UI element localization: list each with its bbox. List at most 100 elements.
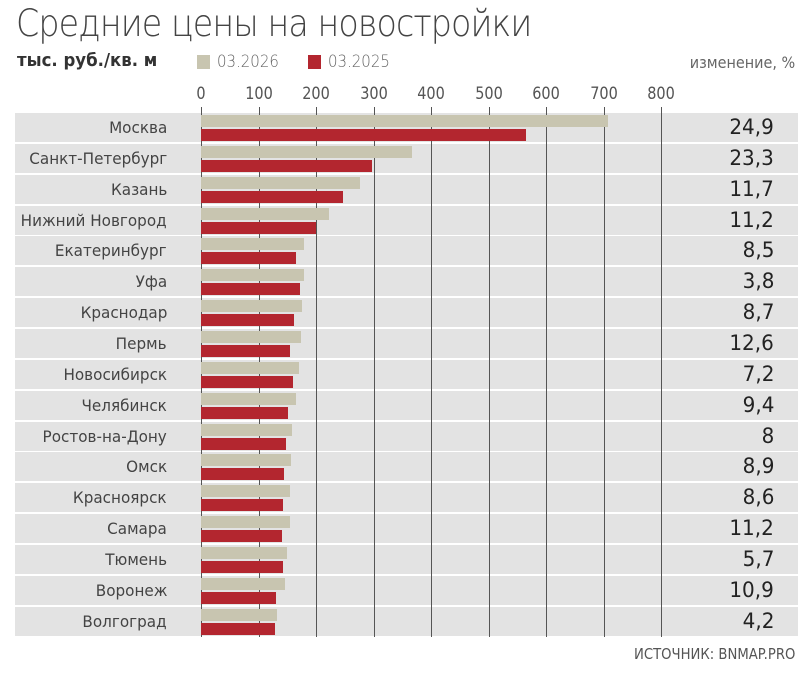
bar-2025 xyxy=(201,622,275,635)
change-value: 11,2 xyxy=(729,516,774,541)
gridline xyxy=(488,107,490,637)
bar-2026 xyxy=(201,454,292,467)
category-label: Уфа xyxy=(135,272,167,292)
bar-2026 xyxy=(201,115,608,127)
change-value: 8,5 xyxy=(742,238,774,263)
category-label: Челябинск xyxy=(81,395,167,415)
bar-2025 xyxy=(201,252,296,265)
change-value: 3,8 xyxy=(742,269,774,294)
category-label: Пермь xyxy=(116,333,167,353)
change-value: 5,7 xyxy=(742,546,774,571)
legend-label-2026: 03.2026 xyxy=(217,52,279,72)
bar-2025 xyxy=(201,468,284,481)
change-value: 10,9 xyxy=(729,577,774,602)
bar-2025 xyxy=(201,129,527,141)
source-note: ИСТОЧНИК: BNMAP.PRO xyxy=(633,645,795,663)
gridline xyxy=(546,107,547,637)
bar-2026 xyxy=(201,176,360,189)
bar-2025 xyxy=(201,344,291,357)
bar-2025 xyxy=(201,283,300,296)
chart-row: Нижний Новгород 11,2 xyxy=(15,205,798,235)
bar-2025 xyxy=(201,314,294,327)
bar-2026 xyxy=(201,145,413,158)
bar-2026 xyxy=(201,577,285,590)
legend-swatch-2026 xyxy=(197,55,210,69)
change-value: 7,2 xyxy=(742,361,774,386)
chart-row: Пермь 12,6 xyxy=(15,328,798,358)
change-value: 8,9 xyxy=(742,454,774,479)
category-label: Казань xyxy=(110,179,167,199)
chart-row: Омск 8,9 xyxy=(15,452,798,482)
bar-2026 xyxy=(201,269,304,282)
bar-2025 xyxy=(201,406,289,419)
legend-item-2025: 03.2025 xyxy=(308,52,398,72)
x-tick-label: 700 xyxy=(589,84,618,104)
bar-2025 xyxy=(201,560,283,573)
change-value: 11,7 xyxy=(729,176,774,201)
category-label: Волгоград xyxy=(82,611,167,631)
x-tick-label: 800 xyxy=(647,84,675,104)
bar-2026 xyxy=(201,361,300,374)
change-value: 4,2 xyxy=(742,608,774,633)
chart-row: Челябинск 9,4 xyxy=(15,390,798,420)
bar-2026 xyxy=(201,330,302,343)
chart-row: Воронеж 10,9 xyxy=(15,575,798,605)
bar-2025 xyxy=(201,437,287,450)
chart-row: Красноярск 8,6 xyxy=(15,483,798,513)
category-label: Екатеринбург xyxy=(55,241,167,261)
gridline xyxy=(603,107,605,637)
bar-2026 xyxy=(201,608,278,621)
unit-label: тыс. руб./кв. м xyxy=(17,50,158,71)
chart-row: Краснодар 8,7 xyxy=(15,298,798,328)
title: Средние цены на новостройки xyxy=(16,2,532,45)
chart-row: Казань 11,7 xyxy=(15,174,798,204)
gridline xyxy=(431,107,432,637)
gridline xyxy=(316,107,317,637)
bar-2025 xyxy=(201,221,316,234)
bar-2026 xyxy=(201,238,304,251)
legend-item-2026: 03.2026 xyxy=(197,52,287,72)
bar-2026 xyxy=(201,516,291,529)
bar-2025 xyxy=(201,499,284,512)
chart-row: Уфа 3,8 xyxy=(15,267,798,297)
bar-2025 xyxy=(201,530,282,543)
category-label: Санкт-Петербург xyxy=(28,148,167,168)
chart-row: Новосибирск 7,2 xyxy=(15,359,798,389)
category-label: Новосибирск xyxy=(63,364,167,384)
bar-2025 xyxy=(201,159,373,172)
bar-2025 xyxy=(201,375,293,388)
category-label: Воронеж xyxy=(95,580,167,600)
x-tick-label: 600 xyxy=(532,84,560,104)
bar-2026 xyxy=(201,485,291,498)
gridline xyxy=(373,107,375,637)
change-value: 23,3 xyxy=(729,145,774,170)
bar-2026 xyxy=(201,423,293,436)
change-value: 11,2 xyxy=(729,207,774,232)
legend-label-2025: 03.2025 xyxy=(328,52,390,72)
chart-row: Тюмень 5,7 xyxy=(15,544,798,574)
chart-row: Ростов-на-Дону 8 xyxy=(15,421,798,451)
legend-swatch-2025 xyxy=(308,55,321,69)
change-value: 9,4 xyxy=(742,392,774,417)
x-axis-ticks: 0 100 200 300 400 500 600 700 800 xyxy=(0,84,809,104)
x-tick-label: 500 xyxy=(474,84,503,104)
chart-row: Самара 11,2 xyxy=(15,514,798,544)
category-label: Москва xyxy=(108,118,167,137)
change-value: 8 xyxy=(761,423,774,448)
x-tick-label: 100 xyxy=(244,84,273,104)
category-label: Ростов-на-Дону xyxy=(42,426,167,446)
change-value: 24,9 xyxy=(729,115,774,139)
category-label: Тюмень xyxy=(105,549,167,569)
bar-2026 xyxy=(201,300,302,313)
change-value: 8,7 xyxy=(742,300,774,325)
x-tick-label: 400 xyxy=(417,84,445,104)
bar-2025 xyxy=(201,591,277,604)
category-label: Краснодар xyxy=(80,303,167,323)
bar-2026 xyxy=(201,207,329,220)
category-label: Красноярск xyxy=(73,488,167,508)
change-value: 12,6 xyxy=(729,330,774,355)
chart-row: Волгоград 4,2 xyxy=(15,606,798,636)
chart-row: Екатеринбург 8,5 xyxy=(15,236,798,266)
category-label: Омск xyxy=(126,457,167,477)
